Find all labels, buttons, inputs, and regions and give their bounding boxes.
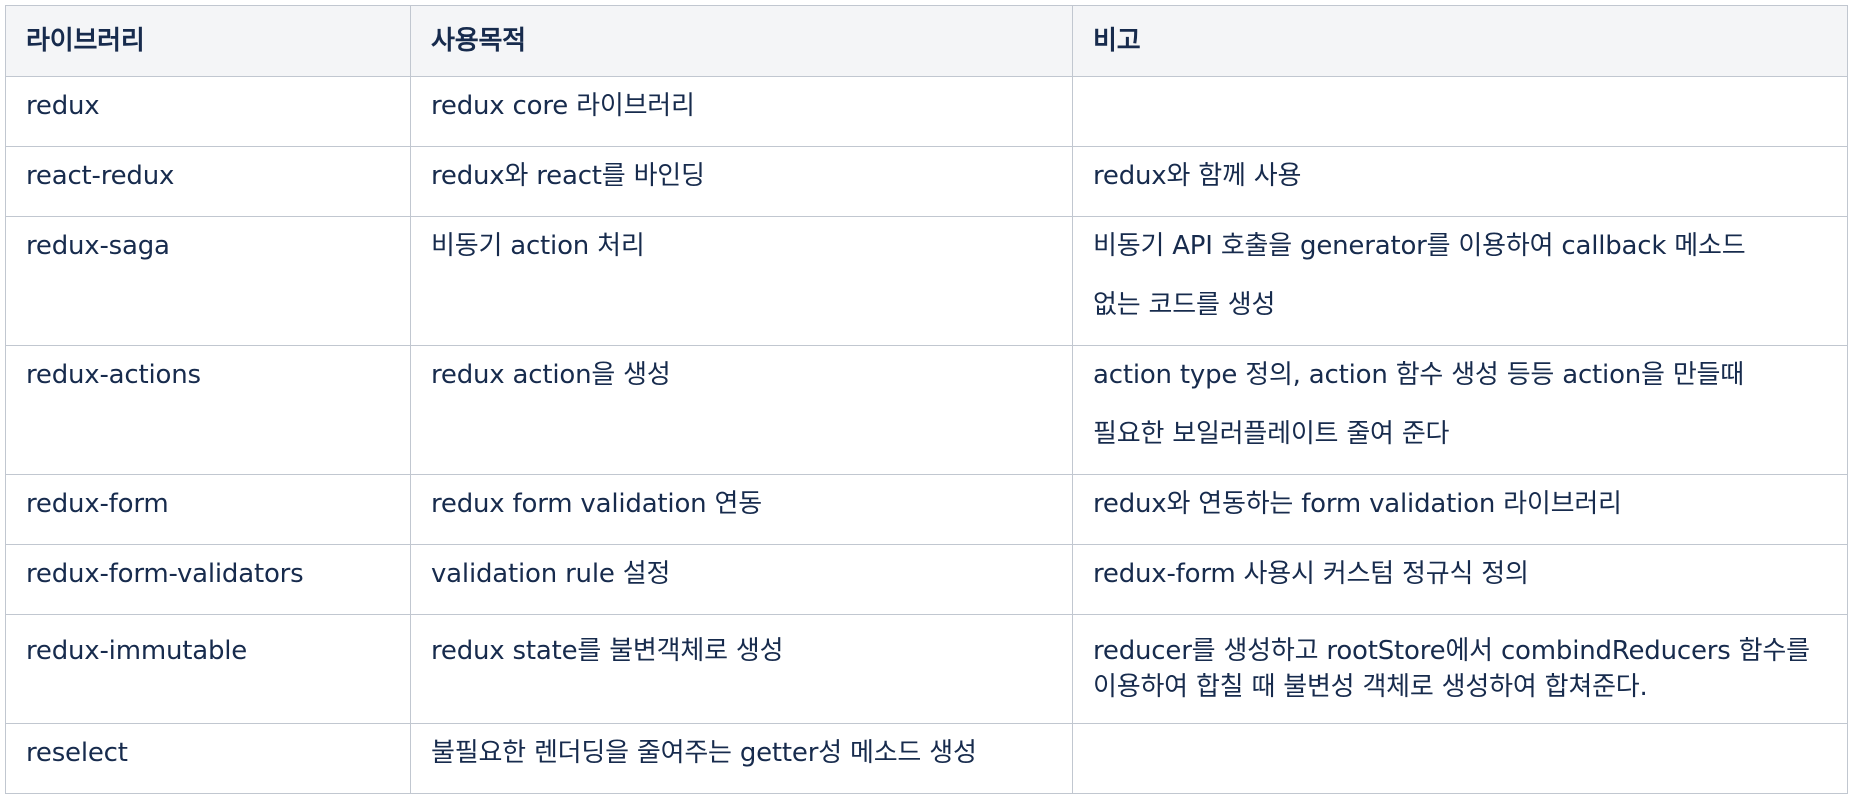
- header-notes: 비고: [1072, 5, 1848, 77]
- cell-library: redux-form-validators: [5, 544, 411, 615]
- cell-notes: 비동기 API 호출을 generator를 이용하여 callback 메소드…: [1072, 216, 1848, 346]
- libraries-table: 라이브러리 사용목적 비고 redux redux core 라이브러리 rea…: [5, 5, 1848, 794]
- cell-notes: redux-form 사용시 커스텀 정규식 정의: [1072, 544, 1848, 615]
- cell-notes: [1072, 723, 1848, 794]
- cell-library: redux: [5, 76, 411, 147]
- note-line: 없는 코드를 생성: [1093, 290, 1276, 320]
- cell-purpose: redux와 react를 바인딩: [410, 146, 1073, 217]
- cell-notes: [1072, 76, 1848, 147]
- note-line: redux와 함께 사용: [1093, 161, 1302, 191]
- cell-notes: reducer를 생성하고 rootStore에서 combindReducer…: [1072, 614, 1848, 724]
- cell-purpose: redux action을 생성: [410, 345, 1073, 475]
- cell-purpose: redux state를 불변객체로 생성: [410, 614, 1073, 724]
- note-line: action type 정의, action 함수 생성 등등 action을 …: [1093, 360, 1744, 390]
- cell-purpose: 비동기 action 처리: [410, 216, 1073, 346]
- header-purpose: 사용목적: [410, 5, 1073, 77]
- cell-purpose: redux core 라이브러리: [410, 76, 1073, 147]
- cell-notes: redux와 함께 사용: [1072, 146, 1848, 217]
- note-line: 이용하여 합칠 때 불변성 객체로 생성하여 합쳐준다.: [1093, 672, 1648, 702]
- cell-purpose: redux form validation 연동: [410, 474, 1073, 545]
- table-row: redux-immutable redux state를 불변객체로 생성 re…: [5, 614, 1848, 724]
- note-line: redux-form 사용시 커스텀 정규식 정의: [1093, 559, 1529, 589]
- cell-notes: action type 정의, action 함수 생성 등등 action을 …: [1072, 345, 1848, 475]
- note-line: 비동기 API 호출을 generator를 이용하여 callback 메소드: [1093, 231, 1746, 261]
- cell-library: redux-actions: [5, 345, 411, 475]
- note-line: 필요한 보일러플레이트 줄여 준다: [1093, 419, 1450, 449]
- cell-notes: redux와 연동하는 form validation 라이브러리: [1072, 474, 1848, 545]
- header-library: 라이브러리: [5, 5, 411, 77]
- cell-library: redux-form: [5, 474, 411, 545]
- table-row: redux-form-validators validation rule 설정…: [5, 544, 1848, 615]
- cell-library: react-redux: [5, 146, 411, 217]
- cell-library: redux-saga: [5, 216, 411, 346]
- libraries-table-container: 라이브러리 사용목적 비고 redux redux core 라이브러리 rea…: [5, 5, 1848, 794]
- table-header-row: 라이브러리 사용목적 비고: [5, 5, 1848, 77]
- table-row: redux-actions redux action을 생성 action ty…: [5, 345, 1848, 475]
- cell-library: redux-immutable: [5, 614, 411, 724]
- table-row: redux redux core 라이브러리: [5, 76, 1848, 147]
- note-line: reducer를 생성하고 rootStore에서 combindReducer…: [1093, 636, 1810, 666]
- table-row: redux-form redux form validation 연동 redu…: [5, 474, 1848, 545]
- table-row: redux-saga 비동기 action 처리 비동기 API 호출을 gen…: [5, 216, 1848, 346]
- note-line: redux와 연동하는 form validation 라이브러리: [1093, 489, 1622, 519]
- cell-purpose: 불필요한 렌더딩을 줄여주는 getter성 메소드 생성: [410, 723, 1073, 794]
- table-row: reselect 불필요한 렌더딩을 줄여주는 getter성 메소드 생성: [5, 723, 1848, 794]
- table-row: react-redux redux와 react를 바인딩 redux와 함께 …: [5, 146, 1848, 217]
- cell-library: reselect: [5, 723, 411, 794]
- cell-purpose: validation rule 설정: [410, 544, 1073, 615]
